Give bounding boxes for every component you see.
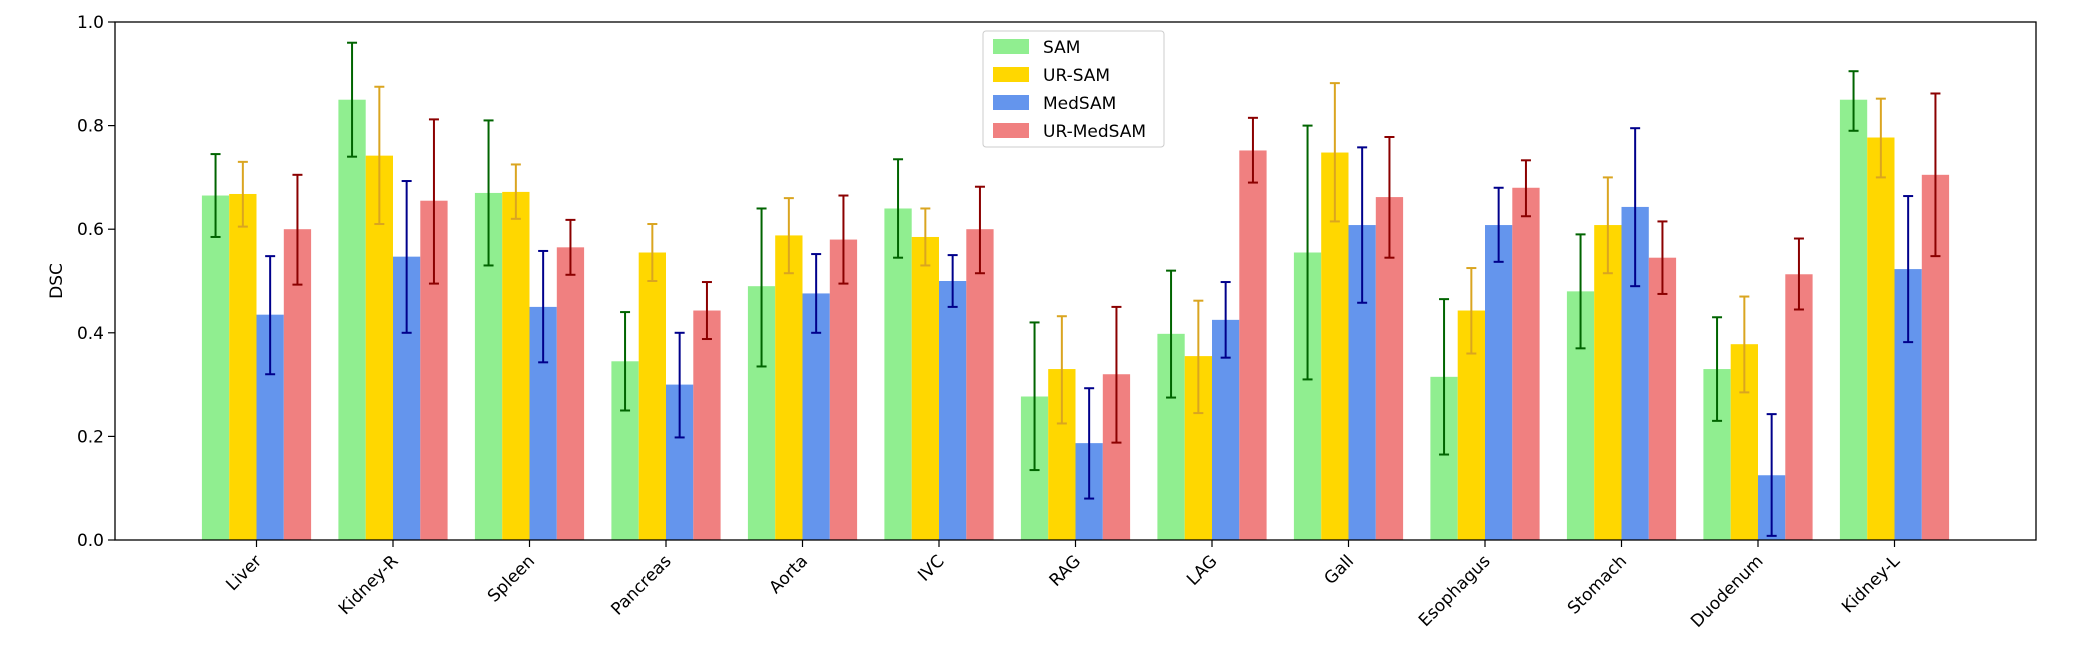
error-bar-medsam-liver <box>265 255 276 376</box>
bar-ur-medsam-duodenum <box>1785 274 1813 540</box>
error-bar-medsam-lag <box>1220 281 1231 359</box>
legend: SAM UR-SAM MedSAM UR-MedSAM <box>982 30 1165 148</box>
bar-ur-sam-ivc <box>911 236 939 540</box>
bar-ur-medsam-spleen <box>556 247 585 540</box>
error-bar-ur-sam-stomach <box>1602 176 1613 275</box>
error-bar-sam-liver <box>210 153 221 238</box>
error-bar-sam-spleen <box>483 119 494 267</box>
y-axis-label: DSC <box>47 263 67 299</box>
error-bar-ur-medsam-lag <box>1247 116 1258 184</box>
legend-frame <box>982 30 1165 148</box>
error-bar-ur-medsam-duodenum <box>1793 237 1804 311</box>
error-bar-sam-aorta <box>756 207 767 368</box>
legend-label-ur-medsam: UR-MedSAM <box>1043 122 1146 142</box>
error-bar-medsam-pancreas <box>674 331 685 439</box>
error-bar-sam-esophagus <box>1439 298 1450 456</box>
legend-swatch-ur-sam <box>993 67 1029 82</box>
error-bar-sam-duodenum <box>1712 316 1723 422</box>
error-bars-layer <box>210 41 1941 537</box>
error-bar-ur-medsam-aorta <box>838 194 849 285</box>
bar-sam-liver <box>201 195 230 540</box>
error-bar-sam-gall <box>1302 124 1313 381</box>
error-bar-medsam-duodenum <box>1766 413 1777 537</box>
error-bar-ur-sam-liver <box>237 160 248 228</box>
bar-ur-sam-pancreas <box>638 252 666 540</box>
error-bar-ur-sam-rag <box>1056 315 1067 425</box>
error-bar-sam-pancreas <box>620 311 631 412</box>
bar-sam-kidney-r <box>338 99 366 540</box>
legend-swatch-medsam <box>993 95 1029 110</box>
bar-ur-sam-stomach <box>1594 225 1622 540</box>
y-tick-label: 0.0 <box>77 531 104 551</box>
error-bar-medsam-kidney-l <box>1903 195 1914 344</box>
bar-medsam-aorta <box>802 293 830 540</box>
error-bar-sam-ivc <box>893 158 904 259</box>
bar-ur-medsam-lag <box>1239 150 1267 541</box>
error-bar-sam-kidney-r <box>347 41 358 158</box>
bar-medsam-esophagus <box>1485 225 1513 540</box>
error-bar-ur-medsam-stomach <box>1657 220 1668 295</box>
error-bar-ur-sam-lag <box>1193 299 1204 415</box>
error-bar-ur-sam-spleen <box>510 163 521 220</box>
error-bar-sam-kidney-l <box>1848 70 1859 132</box>
error-bar-ur-sam-kidney-l <box>1875 97 1886 179</box>
y-tick-label: 0.4 <box>77 324 104 344</box>
error-bar-medsam-aorta <box>811 253 822 334</box>
error-bar-ur-medsam-liver <box>292 173 303 286</box>
bar-sam-ivc <box>884 208 912 541</box>
error-bar-sam-rag <box>1029 321 1040 472</box>
error-bar-medsam-ivc <box>947 254 958 308</box>
error-bar-medsam-kidney-r <box>401 180 412 334</box>
error-bar-ur-medsam-gall <box>1384 135 1395 259</box>
legend-swatch-sam <box>993 39 1029 54</box>
error-bar-ur-sam-pancreas <box>647 223 658 282</box>
y-tick-label: 1.0 <box>77 13 104 33</box>
legend-label-ur-sam: UR-SAM <box>1043 66 1110 86</box>
error-bar-ur-medsam-kidney-r <box>428 118 439 285</box>
error-bar-ur-sam-aorta <box>783 197 794 275</box>
y-axis: 0.0 0.2 0.4 0.6 0.8 1.0 <box>77 13 115 551</box>
error-bar-ur-sam-gall <box>1329 82 1340 223</box>
error-bar-medsam-gall <box>1357 146 1368 304</box>
error-bar-ur-medsam-spleen <box>565 218 576 276</box>
y-tick-label: 0.8 <box>77 117 104 137</box>
error-bar-sam-stomach <box>1575 233 1586 350</box>
error-bar-ur-medsam-pancreas <box>701 281 712 341</box>
legend-label-sam: SAM <box>1043 38 1080 58</box>
error-bar-ur-sam-duodenum <box>1739 295 1750 394</box>
error-bar-medsam-spleen <box>538 249 549 364</box>
bar-ur-medsam-ivc <box>966 229 994 540</box>
bar-sam-kidney-l <box>1839 99 1868 540</box>
error-bar-ur-sam-kidney-r <box>374 85 385 226</box>
error-bar-ur-sam-esophagus <box>1466 267 1477 355</box>
error-bar-medsam-esophagus <box>1493 186 1504 263</box>
y-tick-label: 0.6 <box>77 220 104 240</box>
error-bar-medsam-stomach <box>1630 127 1641 288</box>
bar-ur-medsam-stomach <box>1648 257 1677 540</box>
bar-medsam-ivc <box>939 281 967 540</box>
error-bar-ur-sam-ivc <box>920 207 931 267</box>
error-bar-medsam-rag <box>1084 387 1095 500</box>
bar-ur-sam-spleen <box>502 191 530 541</box>
bar-ur-sam-liver <box>229 193 257 540</box>
bar-ur-medsam-pancreas <box>693 310 721 540</box>
error-bar-ur-medsam-rag <box>1111 305 1122 444</box>
error-bar-ur-medsam-esophagus <box>1520 159 1531 218</box>
legend-label-medsam: MedSAM <box>1043 94 1116 114</box>
y-tick-label: 0.2 <box>77 427 104 447</box>
bar-ur-sam-kidney-l <box>1867 137 1895 540</box>
error-bar-ur-medsam-ivc <box>974 185 985 275</box>
legend-swatch-ur-medsam <box>993 123 1029 138</box>
error-bar-sam-lag <box>1166 269 1177 399</box>
bar-ur-medsam-aorta <box>829 239 858 540</box>
bar-ur-sam-aorta <box>775 235 803 540</box>
error-bar-ur-medsam-kidney-l <box>1930 92 1941 258</box>
bar-ur-medsam-esophagus <box>1512 187 1540 540</box>
